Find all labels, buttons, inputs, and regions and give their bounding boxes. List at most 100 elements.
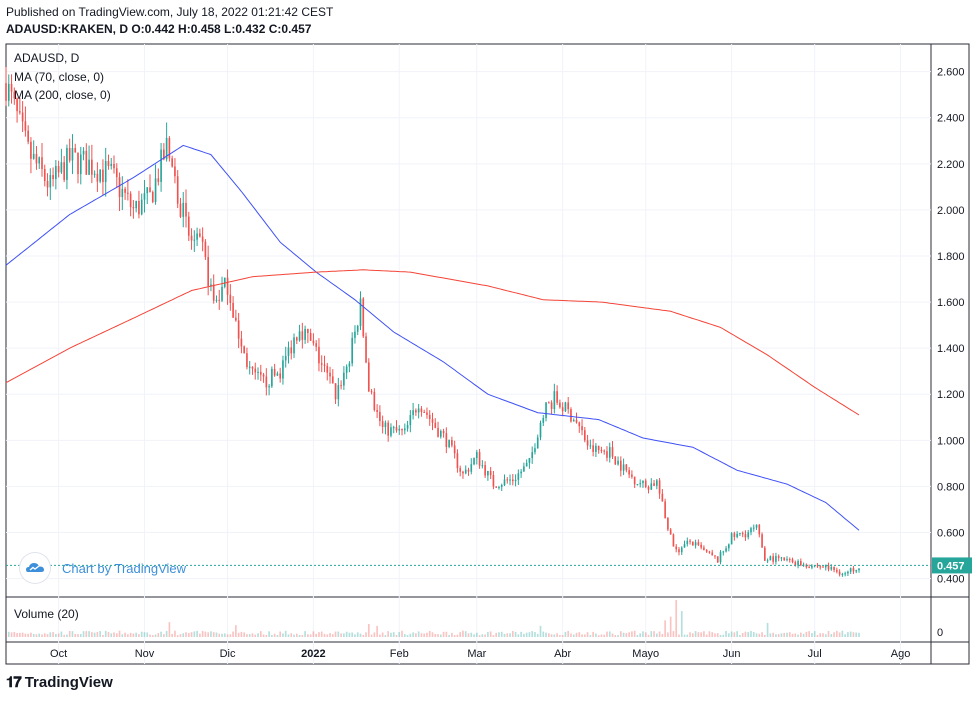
volume-bar: [348, 632, 351, 637]
candle-body: [370, 391, 373, 393]
ma70-legend[interactable]: MA (70, close, 0): [14, 70, 105, 84]
candle-body: [478, 452, 481, 466]
candle-body: [199, 233, 201, 237]
volume-bar: [356, 632, 359, 637]
candle-body: [10, 83, 13, 92]
watermark-text[interactable]: Chart by TradingView: [62, 560, 187, 576]
candle-body: [290, 347, 293, 354]
volume-bar: [442, 631, 445, 637]
candle-body: [553, 391, 556, 410]
candle-body: [367, 362, 370, 392]
candle-body: [354, 331, 356, 338]
volume-bar: [514, 631, 517, 637]
candle-body: [85, 150, 88, 175]
volume-bar: [138, 634, 140, 637]
volume-bar: [52, 632, 54, 637]
candle-body: [68, 148, 71, 161]
volume-tick-label: 0: [937, 627, 943, 639]
volume-bar: [503, 633, 506, 637]
candle-body: [644, 480, 647, 488]
volume-bar: [218, 633, 221, 637]
tradingview-logo[interactable]: 𝟏𝟕 TradingView: [6, 674, 113, 691]
candle-body: [852, 568, 855, 572]
candle-body: [697, 542, 700, 545]
volume-bar: [107, 631, 110, 637]
volume-bar: [392, 632, 395, 637]
candle-body: [215, 299, 218, 301]
candle-body: [326, 365, 329, 373]
volume-bar: [163, 634, 165, 637]
candle-body: [600, 450, 603, 452]
candle-body: [187, 216, 190, 236]
x-tick-label: Jun: [723, 648, 741, 660]
volume-bar: [636, 634, 639, 637]
volume-bar: [561, 635, 564, 637]
y-tick-label: 1.000: [937, 435, 965, 447]
volume-bar: [193, 631, 196, 637]
candle-body: [257, 371, 259, 373]
volume-bar: [625, 633, 628, 637]
candle-body: [163, 149, 165, 160]
tradingview-watermark[interactable]: Chart by TradingView: [20, 553, 186, 583]
candle-body: [135, 201, 137, 209]
candle-body: [586, 440, 589, 446]
symbol-legend[interactable]: ADAUSD, D: [14, 51, 80, 65]
candle-body: [373, 391, 376, 411]
volume-bar: [711, 632, 714, 637]
candle-body: [453, 445, 456, 454]
candle-body: [647, 487, 650, 490]
candle-body: [392, 427, 395, 429]
volume-bar: [246, 634, 248, 637]
volume-bar: [409, 633, 412, 637]
volume-bar: [847, 632, 849, 637]
candle-body: [741, 532, 744, 535]
y-tick-label: 0.400: [937, 574, 965, 586]
x-tick-label: Mar: [467, 648, 486, 660]
candle-body: [514, 479, 517, 482]
volume-bar: [160, 631, 162, 637]
volume-bar: [481, 634, 484, 637]
candle-body: [747, 532, 750, 538]
ma200-legend[interactable]: MA (200, close, 0): [14, 88, 111, 102]
volume-bar: [769, 633, 772, 637]
candle-body: [625, 464, 628, 471]
candle-body: [788, 559, 791, 561]
candle-body: [780, 557, 783, 559]
candle-body: [470, 464, 473, 472]
candle-body: [539, 422, 542, 438]
volume-bar: [614, 635, 617, 637]
volume-bar: [282, 633, 284, 637]
moving-averages: [5, 144, 860, 531]
volume-bar: [520, 631, 522, 637]
volume-bar: [49, 632, 52, 637]
volume-bar: [46, 634, 49, 637]
publish-info: Published on TradingView.com, July 18, 2…: [6, 5, 334, 19]
candle-body: [337, 385, 340, 400]
volume-bar: [824, 634, 827, 637]
y-tick-label: 2.200: [937, 159, 965, 171]
candle-body: [293, 337, 295, 354]
volume-bar: [556, 633, 558, 637]
candle-body: [295, 337, 298, 341]
volume-bar: [570, 633, 572, 637]
x-tick-label: Ago: [891, 648, 911, 660]
last-price-tag: [932, 557, 972, 574]
candle-body: [755, 524, 758, 528]
volume-bar: [658, 631, 661, 637]
volume-bar: [290, 633, 293, 637]
volume-bar: [597, 635, 600, 637]
candle-body: [320, 363, 323, 365]
candles: [5, 66, 860, 577]
volume-bar: [354, 634, 356, 637]
candle-body: [102, 169, 104, 183]
volume-bar: [415, 633, 417, 637]
volume-bar: [406, 635, 409, 637]
candle-body: [229, 294, 232, 304]
volume-bar: [511, 630, 514, 637]
candle-body: [736, 533, 738, 537]
volume-bar: [345, 631, 348, 637]
candle-body: [395, 427, 398, 431]
volume-legend[interactable]: Volume (20): [14, 607, 79, 621]
candle-body: [691, 541, 694, 546]
